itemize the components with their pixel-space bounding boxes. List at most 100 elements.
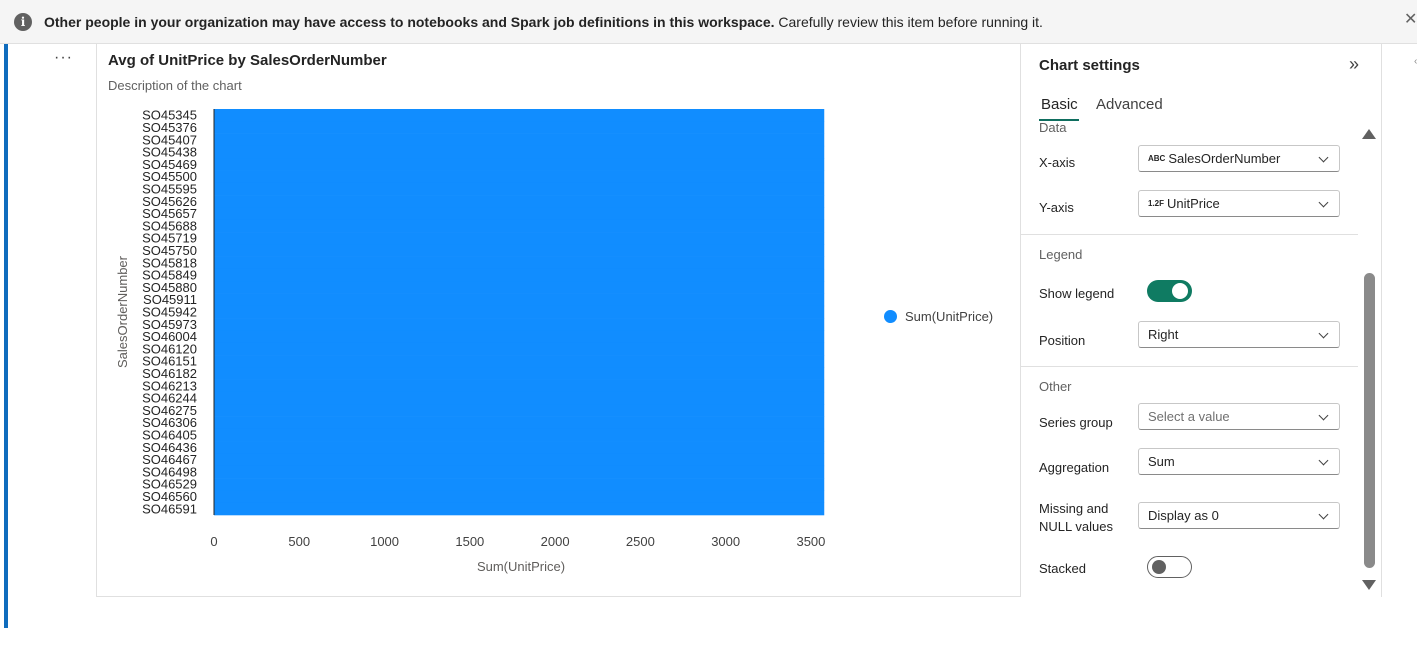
bar[interactable] bbox=[214, 133, 825, 147]
bar[interactable] bbox=[214, 145, 825, 159]
x-axis-label: X-axis bbox=[1039, 155, 1076, 170]
y-axis-dropdown[interactable]: 1.2F UnitPrice bbox=[1138, 190, 1340, 217]
bar[interactable] bbox=[214, 453, 825, 467]
y-tick-label: SO45688 bbox=[142, 218, 197, 233]
position-label: Position bbox=[1039, 333, 1086, 348]
x-tick-label: 0 bbox=[210, 534, 217, 549]
chevron-down-icon bbox=[1318, 152, 1329, 163]
bar[interactable] bbox=[214, 195, 825, 208]
bar[interactable] bbox=[214, 502, 825, 516]
bar[interactable] bbox=[214, 342, 825, 356]
x-tick-label: 1500 bbox=[455, 534, 484, 549]
scrollbar-thumb[interactable] bbox=[1364, 273, 1375, 568]
bar[interactable] bbox=[214, 293, 825, 307]
y-tick-label: SO46529 bbox=[142, 477, 197, 492]
y-tick-label: SO45407 bbox=[142, 132, 197, 147]
numeric-type-icon: 1.2F bbox=[1148, 199, 1165, 208]
bar[interactable] bbox=[214, 207, 825, 221]
y-axis-title: SalesOrderNumber bbox=[115, 255, 130, 368]
section-divider bbox=[1021, 366, 1358, 367]
bar[interactable] bbox=[214, 305, 825, 319]
y-tick-label: SO45880 bbox=[142, 280, 197, 295]
legend-section-label: Legend bbox=[1039, 247, 1083, 262]
more-options-button[interactable]: ··· bbox=[54, 49, 73, 66]
bar[interactable] bbox=[214, 367, 825, 380]
bar[interactable] bbox=[214, 478, 825, 491]
edge-marker: ‹ bbox=[1414, 56, 1417, 67]
cell-accent-bar bbox=[4, 44, 8, 628]
y-tick-label: SO46560 bbox=[142, 489, 197, 504]
series-group-dropdown[interactable]: Select a value bbox=[1138, 403, 1340, 430]
bar[interactable] bbox=[214, 268, 825, 282]
scroll-down-icon[interactable] bbox=[1362, 580, 1376, 590]
x-tick-label: 3000 bbox=[711, 534, 740, 549]
chevron-down-icon bbox=[1318, 328, 1329, 339]
x-axis-title: Sum(UnitPrice) bbox=[477, 559, 565, 574]
bar[interactable] bbox=[214, 256, 825, 270]
y-tick-label: SO46244 bbox=[142, 391, 197, 406]
bar[interactable] bbox=[214, 109, 825, 122]
y-tick-label: SO45657 bbox=[142, 206, 197, 221]
y-tick-label: SO45595 bbox=[142, 181, 197, 196]
bar[interactable] bbox=[214, 281, 825, 294]
settings-title: Chart settings bbox=[1039, 57, 1140, 74]
info-icon: i bbox=[14, 13, 32, 31]
x-tick-label: 3500 bbox=[796, 534, 825, 549]
missing-values-dropdown[interactable]: Display as 0 bbox=[1138, 502, 1340, 529]
y-tick-label: SO45911 bbox=[143, 292, 197, 307]
series-group-label: Series group bbox=[1039, 415, 1113, 430]
bar[interactable] bbox=[214, 121, 825, 134]
collapse-panel-icon[interactable]: » bbox=[1349, 54, 1360, 74]
show-legend-toggle[interactable] bbox=[1147, 280, 1192, 302]
x-axis-dropdown[interactable]: ABC SalesOrderNumber bbox=[1138, 145, 1340, 172]
missing-values-label: Missing and NULL values bbox=[1039, 501, 1113, 534]
position-dropdown[interactable]: Right bbox=[1138, 321, 1340, 348]
bar[interactable] bbox=[214, 232, 825, 245]
bar[interactable] bbox=[214, 391, 825, 405]
chart-legend[interactable]: Sum(UnitPrice) bbox=[884, 309, 993, 324]
scroll-up-icon[interactable] bbox=[1362, 129, 1376, 139]
legend-swatch bbox=[884, 310, 897, 323]
y-tick-label: SO46004 bbox=[142, 329, 197, 344]
x-tick-label: 2500 bbox=[626, 534, 655, 549]
bar[interactable] bbox=[214, 490, 825, 503]
toggle-knob bbox=[1172, 283, 1188, 299]
bar[interactable] bbox=[214, 170, 825, 184]
chevron-down-icon bbox=[1318, 197, 1329, 208]
aggregation-dropdown[interactable]: Sum bbox=[1138, 448, 1340, 475]
bar[interactable] bbox=[214, 379, 825, 393]
y-tick-label: SO45626 bbox=[142, 194, 197, 209]
bar[interactable] bbox=[214, 219, 825, 233]
x-tick-label: 500 bbox=[288, 534, 310, 549]
y-tick-label: SO46120 bbox=[142, 341, 197, 356]
bar[interactable] bbox=[214, 158, 825, 171]
tab-advanced[interactable]: Advanced bbox=[1096, 96, 1163, 113]
close-icon[interactable]: ✕ bbox=[1404, 11, 1417, 28]
y-tick-label: SO45942 bbox=[142, 305, 197, 320]
chevron-down-icon bbox=[1318, 410, 1329, 421]
text-type-icon: ABC bbox=[1148, 154, 1166, 163]
notice-message: Other people in your organization may ha… bbox=[44, 14, 1043, 30]
other-section-label: Other bbox=[1039, 379, 1072, 394]
y-tick-label: SO46498 bbox=[142, 464, 197, 479]
y-tick-label: SO45849 bbox=[142, 268, 197, 283]
bar[interactable] bbox=[214, 404, 825, 417]
bar[interactable] bbox=[214, 330, 825, 344]
bar[interactable] bbox=[214, 465, 825, 479]
bar[interactable] bbox=[214, 244, 825, 257]
stacked-toggle[interactable] bbox=[1147, 556, 1192, 578]
x-tick-label: 1000 bbox=[370, 534, 399, 549]
bar[interactable] bbox=[214, 428, 825, 442]
bar[interactable] bbox=[214, 416, 825, 430]
bar[interactable] bbox=[214, 182, 825, 196]
tab-basic[interactable]: Basic bbox=[1039, 96, 1079, 121]
show-legend-label: Show legend bbox=[1039, 286, 1115, 301]
y-tick-label: SO45469 bbox=[142, 157, 197, 172]
bar[interactable] bbox=[214, 318, 825, 331]
bar[interactable] bbox=[214, 355, 825, 368]
y-tick-label: SO46182 bbox=[142, 366, 197, 381]
y-tick-label: SO45376 bbox=[142, 120, 197, 135]
chart-description: Description of the chart bbox=[108, 78, 242, 93]
y-tick-label: SO46306 bbox=[142, 415, 197, 430]
bar[interactable] bbox=[214, 441, 825, 454]
